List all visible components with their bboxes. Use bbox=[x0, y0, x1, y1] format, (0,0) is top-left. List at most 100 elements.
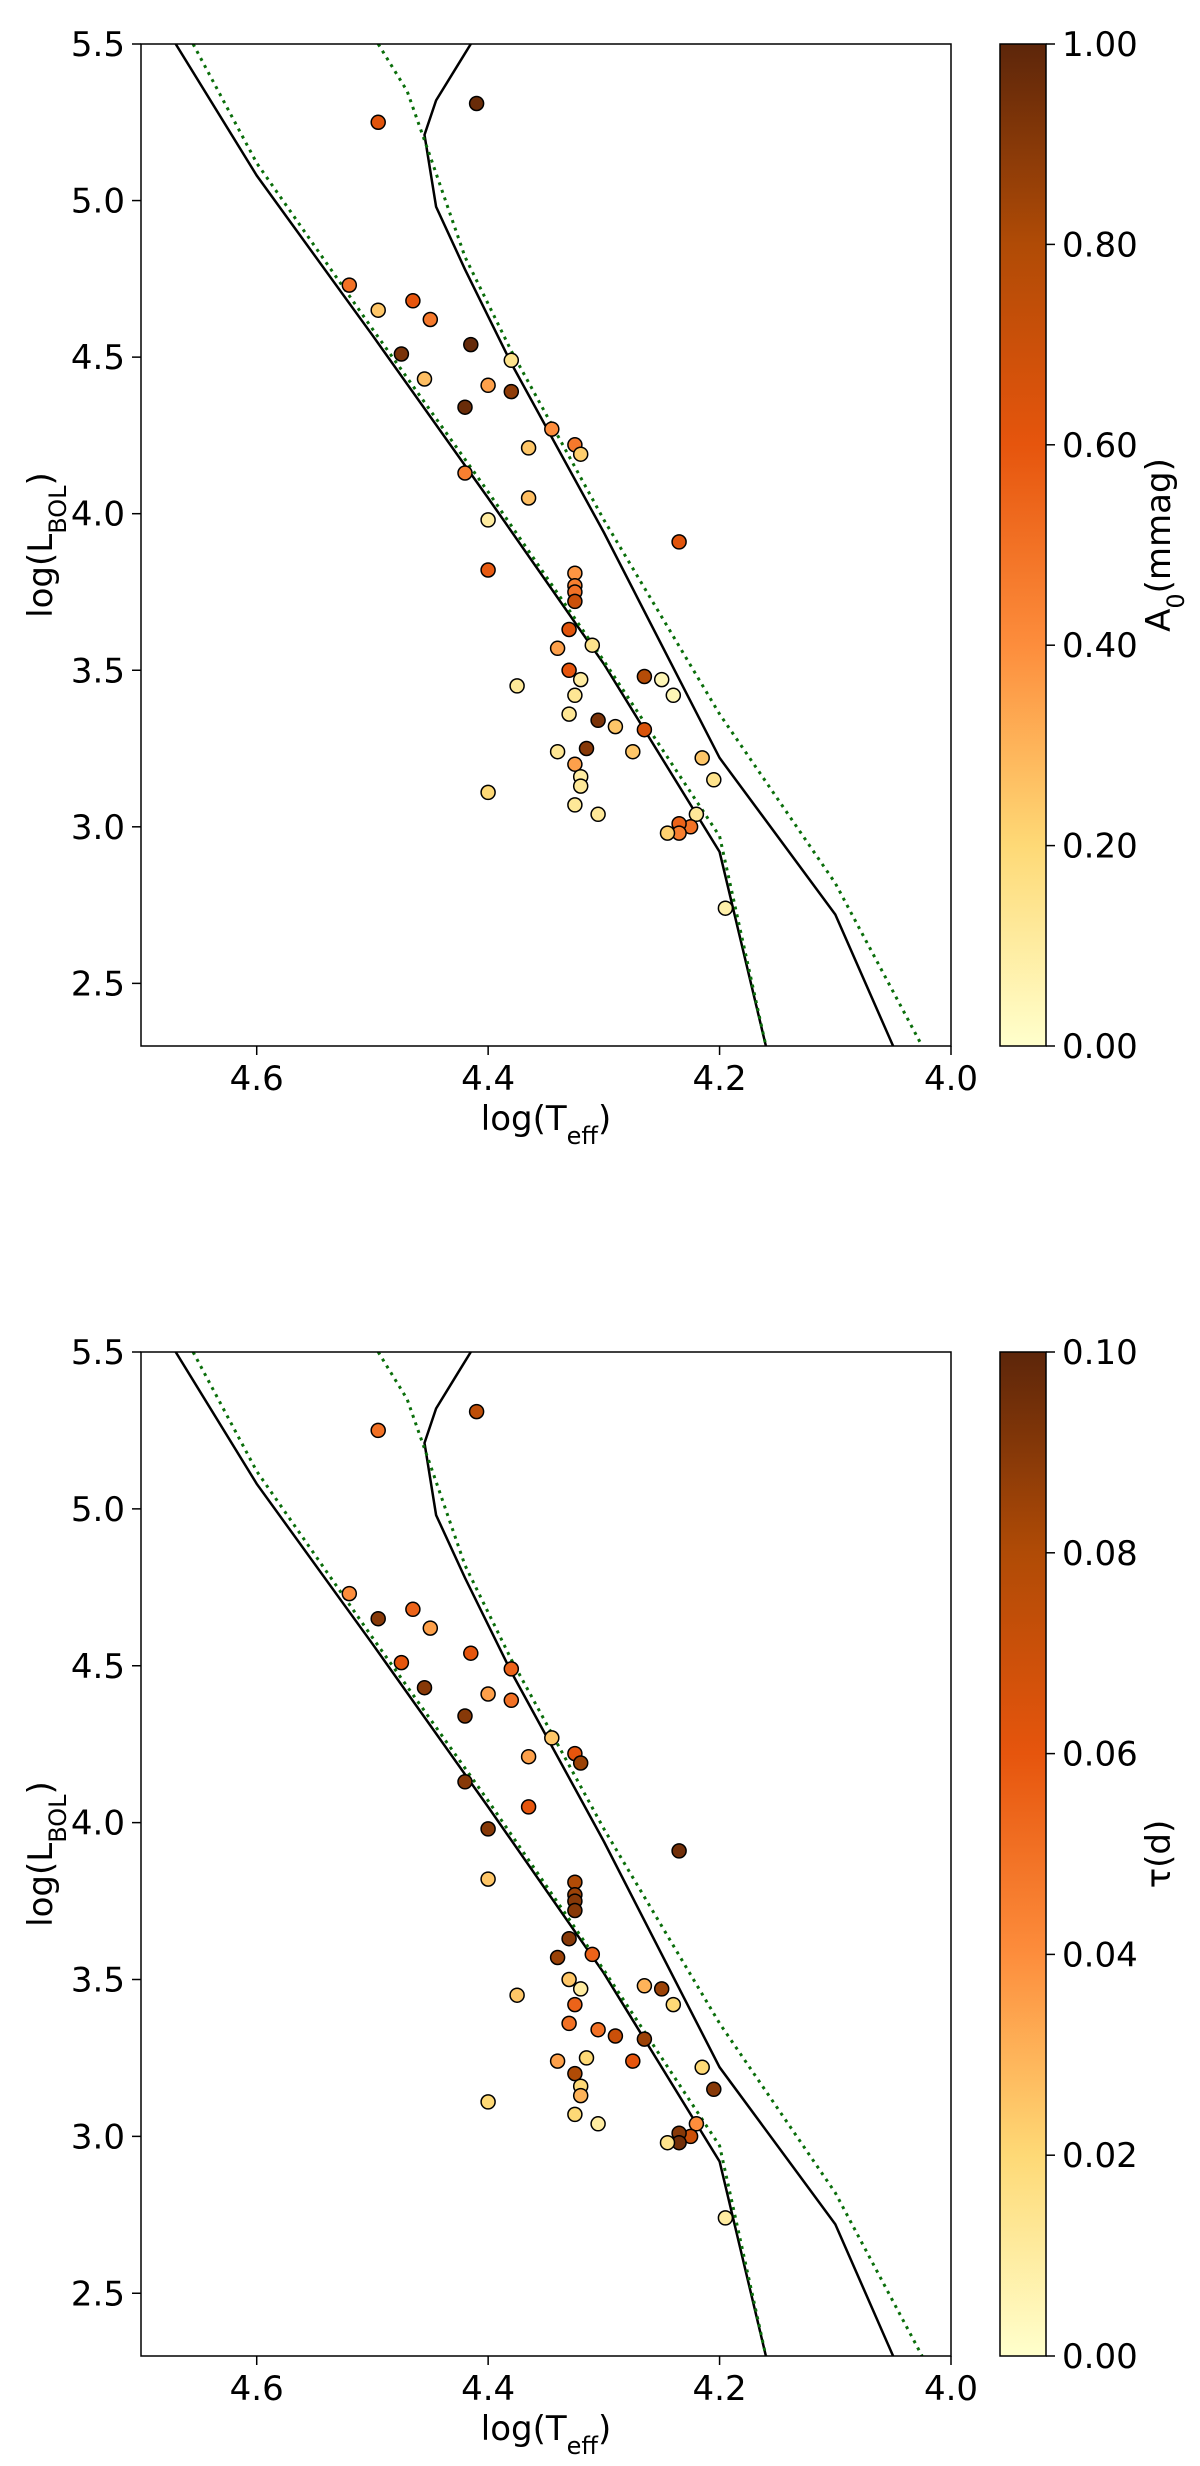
y-tick-label: 2.5 bbox=[71, 2274, 125, 2314]
data-point bbox=[457, 1708, 473, 1724]
data-point bbox=[503, 1692, 520, 1709]
data-point bbox=[544, 1730, 560, 1746]
data-point bbox=[480, 1871, 496, 1887]
x-axis-label: log(Teff) bbox=[481, 2409, 611, 2460]
data-point bbox=[567, 2106, 583, 2123]
colorbar-gradient bbox=[1000, 1352, 1046, 2356]
data-point bbox=[567, 687, 583, 704]
data-points bbox=[341, 95, 734, 916]
x-tick-label: 4.6 bbox=[230, 1059, 284, 1099]
data-point bbox=[480, 512, 496, 528]
data-point bbox=[572, 446, 589, 462]
data-point bbox=[584, 637, 601, 653]
data-point bbox=[567, 1996, 583, 2013]
colorbar-tick-label: 0.10 bbox=[1062, 1333, 1138, 1373]
colorbar-frame bbox=[999, 1351, 1047, 2357]
data-point bbox=[457, 1774, 473, 1790]
data-point bbox=[463, 336, 479, 353]
y-tick-label: 3.5 bbox=[71, 651, 125, 691]
data-point bbox=[636, 2031, 653, 2047]
y-tick-label: 4.0 bbox=[71, 495, 125, 535]
data-point bbox=[549, 1949, 566, 1966]
data-point bbox=[393, 346, 410, 362]
data-point bbox=[422, 1620, 439, 1636]
data-point bbox=[509, 1987, 525, 2003]
x-tick-label: 4.0 bbox=[924, 1059, 978, 1099]
x-tick-label: 4.2 bbox=[693, 1059, 747, 1099]
colorbar-tick-label: 0.00 bbox=[1062, 1027, 1138, 1067]
data-point bbox=[584, 1946, 601, 1963]
colorbar-frame bbox=[999, 43, 1047, 1047]
colorbar-tick-label: 0.40 bbox=[1062, 626, 1138, 666]
y-tick-label: 5.5 bbox=[71, 1333, 125, 1373]
data-point bbox=[688, 806, 705, 823]
data-point bbox=[665, 687, 682, 704]
colorbar-label: τ(d) bbox=[1139, 1820, 1179, 1889]
data-point bbox=[480, 562, 496, 578]
chart-panel-1: 4.6 4.4 4.2 4.0 2.5 3.0 3.5 4.0 4.5 5.0 5.5 log(Tef… bbox=[21, 25, 1190, 1150]
data-point bbox=[578, 2050, 595, 2066]
data-point bbox=[561, 2015, 577, 2032]
y-tick-label: 5.0 bbox=[71, 1490, 125, 1530]
data-point bbox=[405, 293, 421, 309]
data-point bbox=[567, 2065, 583, 2082]
y-tick-label: 3.5 bbox=[71, 1961, 125, 2001]
colorbar-label: A0(mmag) bbox=[1139, 458, 1190, 632]
data-point bbox=[694, 750, 710, 766]
data-point bbox=[590, 2116, 606, 2132]
y-tick-label: 4.5 bbox=[71, 1647, 125, 1687]
x-tick-label: 4.4 bbox=[461, 1059, 515, 1099]
data-point bbox=[659, 825, 676, 841]
data-point bbox=[480, 2094, 496, 2110]
colorbar-tick-label: 0.60 bbox=[1062, 426, 1138, 466]
data-point bbox=[590, 2021, 606, 2038]
x-tick-label: 4.4 bbox=[461, 2369, 515, 2409]
data-point bbox=[549, 640, 566, 657]
data-point bbox=[567, 1902, 583, 1919]
plot-frame bbox=[140, 1351, 952, 2357]
colorbar: 0.00 0.02 0.04 0.06 0.08 0.10 τ(d) bbox=[999, 1333, 1179, 2377]
data-point bbox=[607, 718, 624, 735]
model-curves bbox=[174, 44, 924, 1046]
dotted-curve-3 bbox=[191, 1352, 768, 2356]
y-tick-label: 2.5 bbox=[71, 964, 125, 1004]
data-point bbox=[416, 371, 433, 387]
data-point bbox=[503, 352, 520, 369]
data-point bbox=[503, 1661, 520, 1677]
data-point bbox=[520, 440, 537, 456]
data-point bbox=[509, 678, 525, 694]
data-point bbox=[706, 2081, 722, 2098]
colorbar-tick-label: 0.80 bbox=[1062, 225, 1138, 265]
data-point bbox=[578, 740, 595, 757]
data-point bbox=[561, 662, 577, 679]
data-point bbox=[468, 95, 485, 112]
x-tick-label: 4.0 bbox=[924, 2369, 978, 2409]
y-axis-label: log(LBOL) bbox=[21, 1781, 72, 1927]
data-point bbox=[370, 1610, 386, 1627]
data-point bbox=[370, 1422, 386, 1439]
data-point bbox=[480, 377, 496, 394]
chart-panel-2: 4.6 4.4 4.2 4.0 2.5 3.0 3.5 4.0 4.5 5.0 5.5 log(Tef… bbox=[21, 1333, 1179, 2460]
colorbar-tick-label: 0.20 bbox=[1062, 827, 1138, 867]
data-point bbox=[561, 1930, 577, 1947]
data-point bbox=[393, 1654, 410, 1671]
data-point bbox=[457, 399, 473, 415]
data-point bbox=[520, 1748, 537, 1765]
y-tick-label: 3.0 bbox=[71, 2117, 125, 2157]
data-point bbox=[370, 114, 386, 131]
colorbar-tick-label: 0.02 bbox=[1062, 2136, 1138, 2176]
data-point bbox=[572, 671, 589, 688]
data-point bbox=[572, 2087, 589, 2104]
data-point bbox=[520, 490, 537, 506]
y-axis-label: log(LBOL) bbox=[21, 472, 72, 618]
data-point bbox=[671, 534, 687, 550]
data-point bbox=[636, 721, 653, 738]
data-point bbox=[370, 302, 386, 318]
colorbar-tick-label: 0.00 bbox=[1062, 2337, 1138, 2377]
data-point bbox=[567, 756, 583, 772]
data-point bbox=[572, 1981, 589, 1997]
data-point bbox=[405, 1601, 421, 1618]
model-curves bbox=[174, 1352, 924, 2356]
